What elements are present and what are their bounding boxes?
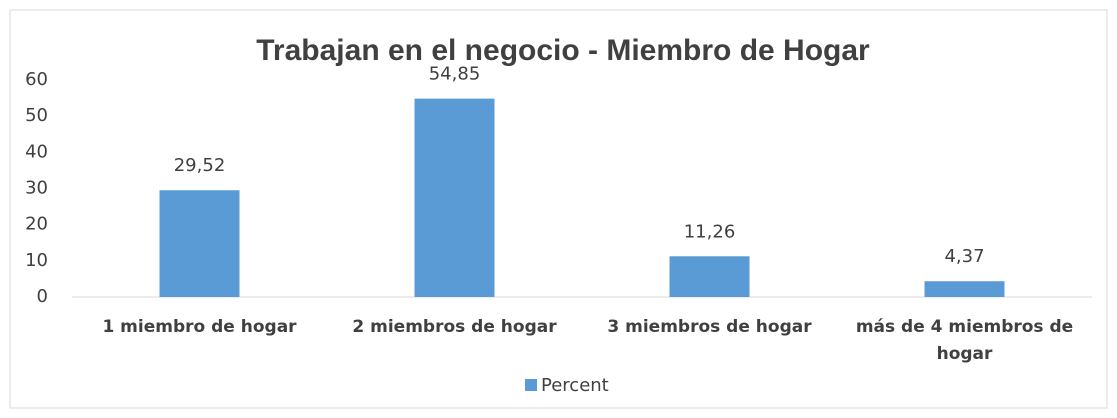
x-tick-label: más de 4 miembros de hogar (855, 317, 1074, 364)
data-label: 4,37 (944, 246, 984, 267)
legend-swatch (525, 379, 537, 391)
data-label: 29,52 (174, 155, 226, 176)
bar (159, 190, 240, 297)
y-tick-label: 60 (25, 69, 48, 90)
y-tick-label: 10 (25, 250, 48, 271)
bar (669, 256, 750, 297)
bar (414, 98, 495, 298)
bar (924, 281, 1005, 297)
y-tick-label: 50 (25, 105, 48, 126)
y-tick-label: 40 (25, 141, 48, 162)
x-tick-label: 3 miembros de hogar (607, 317, 812, 337)
chart-title: Trabajan en el negocio - Miembro de Hoga… (256, 34, 870, 67)
y-tick-label: 30 (25, 178, 48, 199)
x-tick-label: 1 miembro de hogar (102, 317, 297, 337)
y-tick-label: 0 (37, 286, 48, 307)
data-label: 11,26 (684, 221, 736, 242)
legend-label: Percent (541, 375, 609, 396)
x-tick-label: 2 miembros de hogar (352, 317, 557, 337)
data-label: 54,85 (429, 64, 481, 85)
y-tick-label: 20 (25, 214, 48, 235)
